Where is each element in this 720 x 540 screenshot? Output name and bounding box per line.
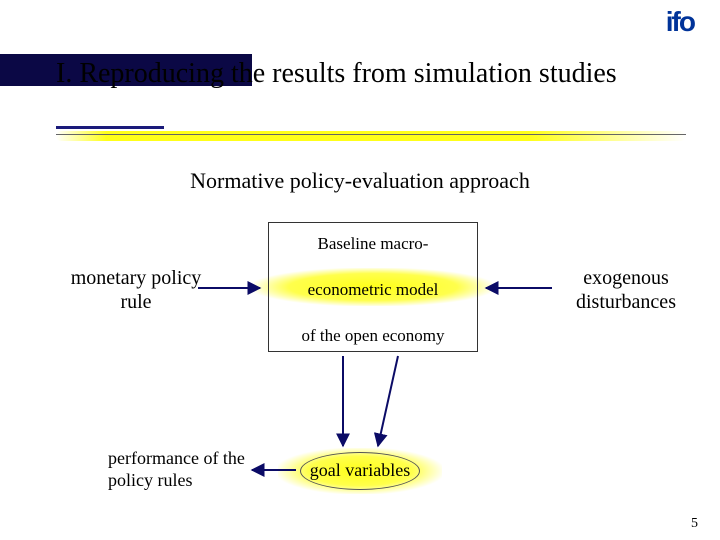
title-rule: [56, 134, 686, 135]
arrow-box-to-goal-2: [378, 356, 398, 446]
center-box-line2: econometric model: [268, 280, 478, 300]
title-highlight: [56, 131, 686, 141]
ifo-logo: ifo: [666, 6, 694, 38]
slide-subtitle: Normative policy-evaluation approach: [0, 168, 720, 194]
title-underline-dark: [56, 126, 164, 129]
slide-title: I. Reproducing the results from simulati…: [56, 56, 680, 91]
page-number: 5: [691, 516, 698, 532]
performance-label: performance of the policy rules: [108, 448, 268, 491]
right-label: exogenous disturbances: [556, 266, 696, 314]
center-box-line1: Baseline macro-: [268, 234, 478, 254]
goal-label: goal variables: [280, 460, 440, 481]
left-label: monetary policy rule: [66, 266, 206, 314]
center-box-line3: of the open economy: [268, 326, 478, 346]
